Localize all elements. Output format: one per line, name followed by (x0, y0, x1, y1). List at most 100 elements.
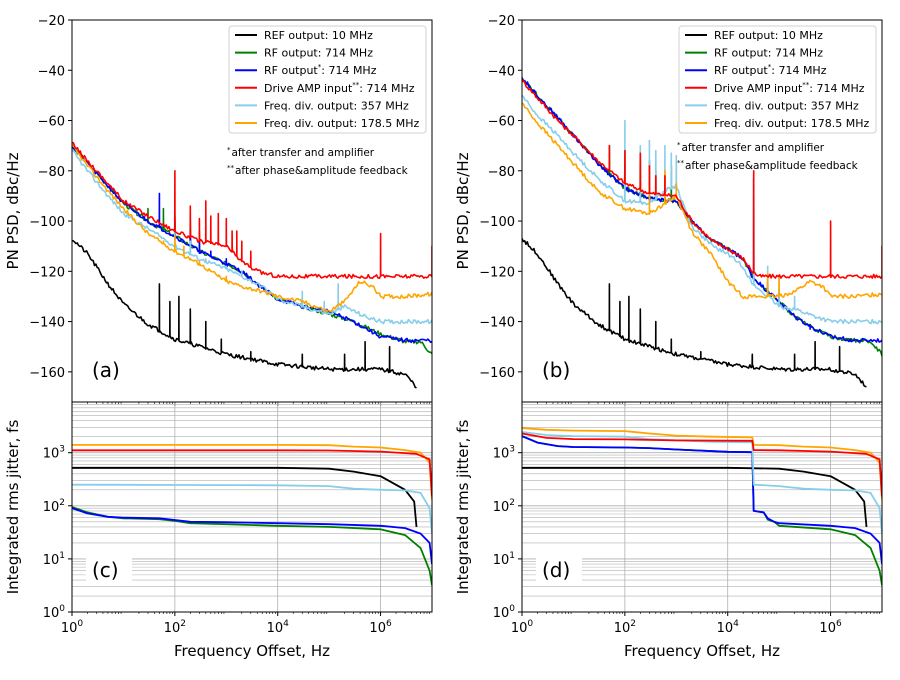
legend-label-tail-a-drive: : 714 MHz (359, 82, 414, 95)
y-tick-label-d-1-base: 10 (493, 553, 510, 568)
series-line-c-div357 (72, 483, 432, 534)
series-group-a (72, 141, 432, 389)
x-tick-label-c-3: 106 (369, 619, 392, 636)
legend-note-text-b-1: after phase&amplitude feedback (685, 160, 859, 172)
y-tick-label-c-2-base: 10 (43, 500, 60, 515)
series-line-b-div178 (522, 102, 882, 300)
series-line-c-ref (72, 466, 418, 527)
legend-label-sup-b-rfs: * (768, 63, 772, 71)
x-tick-label-d-2-base: 10 (717, 621, 734, 636)
y-tick-label-d-2: 102 (493, 498, 515, 515)
panel-label-bg-c (86, 554, 132, 585)
legend-label-tail-a-rfs: : 714 MHz (321, 64, 376, 77)
x-tick-label-c-0-base: 10 (61, 621, 78, 636)
legend-label-a-ref: REF output: 10 MHz (264, 29, 373, 42)
series-line-d-ref (522, 466, 868, 527)
legend-note-text-b-0: after transfer and amplifier (682, 142, 825, 154)
y-tick-label-c-2: 102 (43, 498, 65, 515)
axes-frame-d (521, 401, 883, 613)
series-line-b-drive (522, 79, 882, 279)
series-line-b-div357 (522, 95, 882, 325)
legend-label-a-div178: Freq. div. output: 178.5 MHz (264, 117, 419, 130)
legend-note-text-a-0: after transfer and amplifier (232, 147, 375, 159)
legend-label-a-rfs: RF output*: 714 MHz (264, 63, 377, 77)
panel-label-a: (a) (92, 358, 120, 382)
y-tick-label-c-0-base: 10 (43, 606, 60, 621)
legend-label-b-rf: RF output: 714 MHz (714, 47, 823, 60)
y-tick-label-c-3-base: 10 (43, 447, 60, 462)
y-axis-label-a: PN PSD, dBc/Hz (4, 152, 22, 269)
y-tick-label-c-2-exp: 2 (59, 498, 65, 508)
y-tick-label-d-3-base: 10 (493, 447, 510, 462)
legend-note-sup-b-1: ** (677, 159, 685, 167)
series-line-c-drive (72, 449, 432, 497)
x-tick-label-c-2-base: 10 (267, 621, 284, 636)
legend-label-sup-a-rfs: * (318, 63, 322, 71)
legend-label-a-rf: RF output: 714 MHz (264, 47, 373, 60)
legend-label-main-b-drive: Drive AMP input (714, 82, 803, 95)
y-tick-label-a-0: −20 (38, 14, 65, 29)
legend-label-sup-a-drive: ** (352, 81, 360, 89)
y-tick-label-c-1-exp: 1 (59, 551, 65, 561)
y-tick-label-d-1-exp: 1 (509, 551, 515, 561)
series-line-a-ref (72, 239, 417, 389)
panel-label-bg-d (536, 554, 582, 585)
legend-label-a-drive: Drive AMP input**: 714 MHz (264, 81, 415, 95)
series-line-d-div357 (522, 431, 882, 534)
y-tick-label-a-6: −140 (29, 316, 65, 331)
x-tick-label-c-2-exp: 4 (283, 619, 289, 629)
y-tick-label-b-3: −80 (488, 165, 515, 180)
y-tick-label-d-3-exp: 3 (509, 445, 515, 455)
legend-box-a (228, 25, 427, 134)
y-tick-label-a-1: −40 (38, 64, 65, 79)
panel-label-b: (b) (542, 358, 570, 382)
legend-label-main-b-div357: Freq. div. output: 357 MHz (714, 99, 859, 112)
y-tick-label-d-3: 103 (493, 445, 515, 462)
y-tick-label-d-1: 101 (493, 551, 515, 568)
x-tick-label-c-1-base: 10 (164, 621, 181, 636)
grid-c (72, 402, 432, 612)
y-tick-label-d-0-base: 10 (493, 606, 510, 621)
legend-label-main-a-div357: Freq. div. output: 357 MHz (264, 99, 409, 112)
legend-label-tail-b-rfs: : 714 MHz (771, 64, 826, 77)
y-axis-label-d: Integrated rms jitter, fs (454, 420, 472, 595)
x-tick-label-d-0-exp: 0 (527, 619, 533, 629)
legend-label-main-a-drive: Drive AMP input (264, 82, 353, 95)
legend-label-b-div178: Freq. div. output: 178.5 MHz (714, 117, 869, 130)
x-tick-label-c-0-exp: 0 (77, 619, 83, 629)
y-tick-label-c-0-exp: 0 (59, 604, 65, 614)
series-line-c-div178 (72, 444, 432, 500)
y-tick-label-c-1-base: 10 (43, 553, 60, 568)
x-axis-label-c: Frequency Offset, Hz (174, 642, 330, 660)
y-tick-label-b-1: −40 (488, 64, 515, 79)
series-line-d-rfs (522, 435, 882, 565)
legend-label-main-b-rf: RF output: 714 MHz (714, 47, 823, 60)
x-tick-label-d-1-exp: 2 (630, 619, 636, 629)
y-tick-label-a-3: −80 (38, 165, 65, 180)
x-tick-label-d-0-base: 10 (511, 621, 528, 636)
y-tick-label-d-0-exp: 0 (509, 604, 515, 614)
y-tick-label-c-0: 100 (43, 604, 66, 621)
x-tick-label-c-3-exp: 6 (386, 619, 392, 629)
panel-label-d: (d) (542, 558, 570, 582)
legend-label-main-b-ref: REF output: 10 MHz (714, 29, 823, 42)
legend-note-b-1: **after phase&amplitude feedback (677, 159, 859, 172)
x-tick-label-d-3: 106 (819, 619, 842, 636)
legend-label-b-ref: REF output: 10 MHz (714, 29, 823, 42)
legend-label-main-b-div178: Freq. div. output: 178.5 MHz (714, 117, 869, 130)
series-group-c (72, 444, 432, 586)
x-tick-label-d-2-exp: 4 (733, 619, 739, 629)
x-tick-label-c-1-exp: 2 (180, 619, 186, 629)
legend-note-sup-a-0: * (227, 146, 231, 154)
legend-note-a-0: *after transfer and amplifier (227, 146, 375, 159)
panel-a: −20 −40 −60 −80 −100 −120 −140 −160 PN PSD, dBc/… (4, 14, 433, 406)
x-tick-label-d-3-base: 10 (819, 621, 836, 636)
legend-note-a-1: **after phase&amplitude feedback (227, 164, 409, 177)
y-tick-label-b-7: −160 (479, 366, 515, 381)
series-line-d-drive (522, 432, 882, 497)
series-line-b-ref (522, 238, 867, 388)
y-tick-label-c-3-exp: 3 (59, 445, 65, 455)
